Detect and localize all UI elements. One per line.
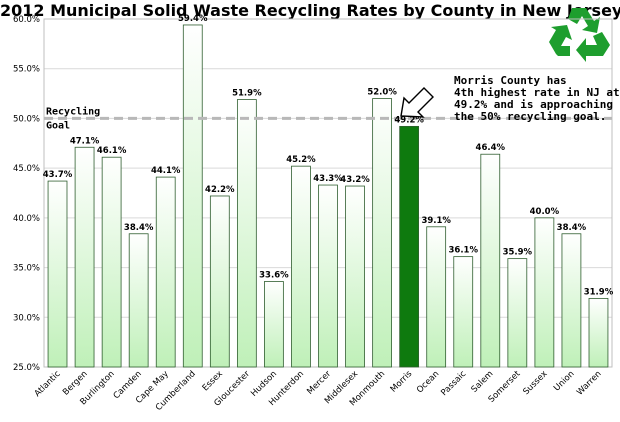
- data-label: 31.9%: [584, 287, 614, 297]
- y-tick-label: 40.0%: [13, 214, 40, 224]
- data-label: 46.1%: [97, 146, 127, 156]
- bar-cumberland: [182, 24, 203, 368]
- data-label: 47.1%: [70, 136, 100, 146]
- bar-bergen: [74, 146, 95, 368]
- y-tick-label: 45.0%: [13, 164, 40, 174]
- annotation-line-3: 49.2% and is approaching: [454, 98, 613, 111]
- arrow-icon: [400, 87, 434, 118]
- bar-essex: [209, 195, 230, 368]
- chart-title: 2012 Municipal Solid Waste Recycling Rat…: [0, 1, 620, 20]
- data-label: 43.7%: [43, 170, 73, 180]
- data-label: 40.0%: [530, 207, 560, 217]
- bar-ocean: [426, 226, 447, 368]
- bar-cape-may: [155, 176, 176, 368]
- data-label: 39.1%: [421, 216, 451, 226]
- data-label: 45.2%: [286, 155, 316, 165]
- annotation-line-1: Morris County has: [454, 74, 567, 87]
- data-label: 36.1%: [448, 246, 478, 256]
- y-tick-label: 55.0%: [13, 65, 40, 75]
- bar-middlesex: [345, 185, 365, 368]
- x-tick-label: Sussex: [521, 369, 549, 397]
- y-tick-label: 50.0%: [13, 114, 40, 124]
- x-tick-label: Union: [552, 369, 576, 393]
- data-label: 44.1%: [151, 166, 181, 176]
- bar-salem: [480, 153, 501, 368]
- bar-hudson: [264, 281, 284, 368]
- data-label: 49.2%: [394, 115, 424, 125]
- bar-morris: [399, 125, 420, 368]
- goal-label-line-1: Recycling: [46, 105, 100, 117]
- annotation-line-2: 4th highest rate in NJ at: [454, 86, 620, 99]
- data-label: 51.9%: [232, 89, 262, 99]
- x-tick-label: Warren: [575, 369, 604, 398]
- bar-monmouth: [372, 98, 392, 368]
- bar-union: [561, 233, 582, 368]
- bar-sussex: [534, 217, 555, 368]
- x-tick-label: Salem: [470, 369, 496, 395]
- y-tick-label: 35.0%: [13, 264, 40, 274]
- bar-mercer: [318, 184, 338, 368]
- data-label: 43.3%: [313, 174, 343, 184]
- bar-somerset: [507, 258, 528, 368]
- recycle-symbol-icon: [549, 8, 610, 62]
- data-label: 33.6%: [259, 270, 289, 280]
- data-label: 38.4%: [124, 223, 154, 233]
- bar-camden: [128, 233, 149, 368]
- y-tick-label: 30.0%: [13, 313, 40, 323]
- annotation-line-4: the 50% recycling goal.: [454, 110, 606, 123]
- bar-gloucester: [236, 99, 257, 368]
- bar-passaic: [453, 256, 474, 368]
- bar-hunterdon: [291, 165, 311, 368]
- data-label: 43.2%: [340, 175, 370, 185]
- bar-atlantic: [47, 180, 68, 368]
- data-label: 52.0%: [367, 88, 397, 98]
- x-tick-label: Essex: [201, 369, 225, 393]
- y-tick-label: 25.0%: [13, 363, 40, 373]
- data-label: 35.9%: [503, 248, 533, 258]
- data-label: 38.4%: [557, 223, 587, 233]
- bar-burlington: [101, 156, 122, 368]
- data-label: 59.4%: [178, 14, 208, 24]
- bar-warren: [588, 297, 609, 368]
- data-label: 42.2%: [205, 185, 235, 195]
- bars: [47, 24, 609, 368]
- x-tick-label: Morris: [389, 369, 415, 395]
- goal-label-line-2: Goal: [46, 120, 70, 131]
- data-label: 46.4%: [476, 143, 506, 153]
- y-tick-label: 60.0%: [13, 15, 40, 25]
- x-tick-label: Ocean: [415, 369, 441, 395]
- x-tick-label: Passaic: [439, 369, 468, 398]
- x-tick-label: Atlantic: [33, 369, 63, 399]
